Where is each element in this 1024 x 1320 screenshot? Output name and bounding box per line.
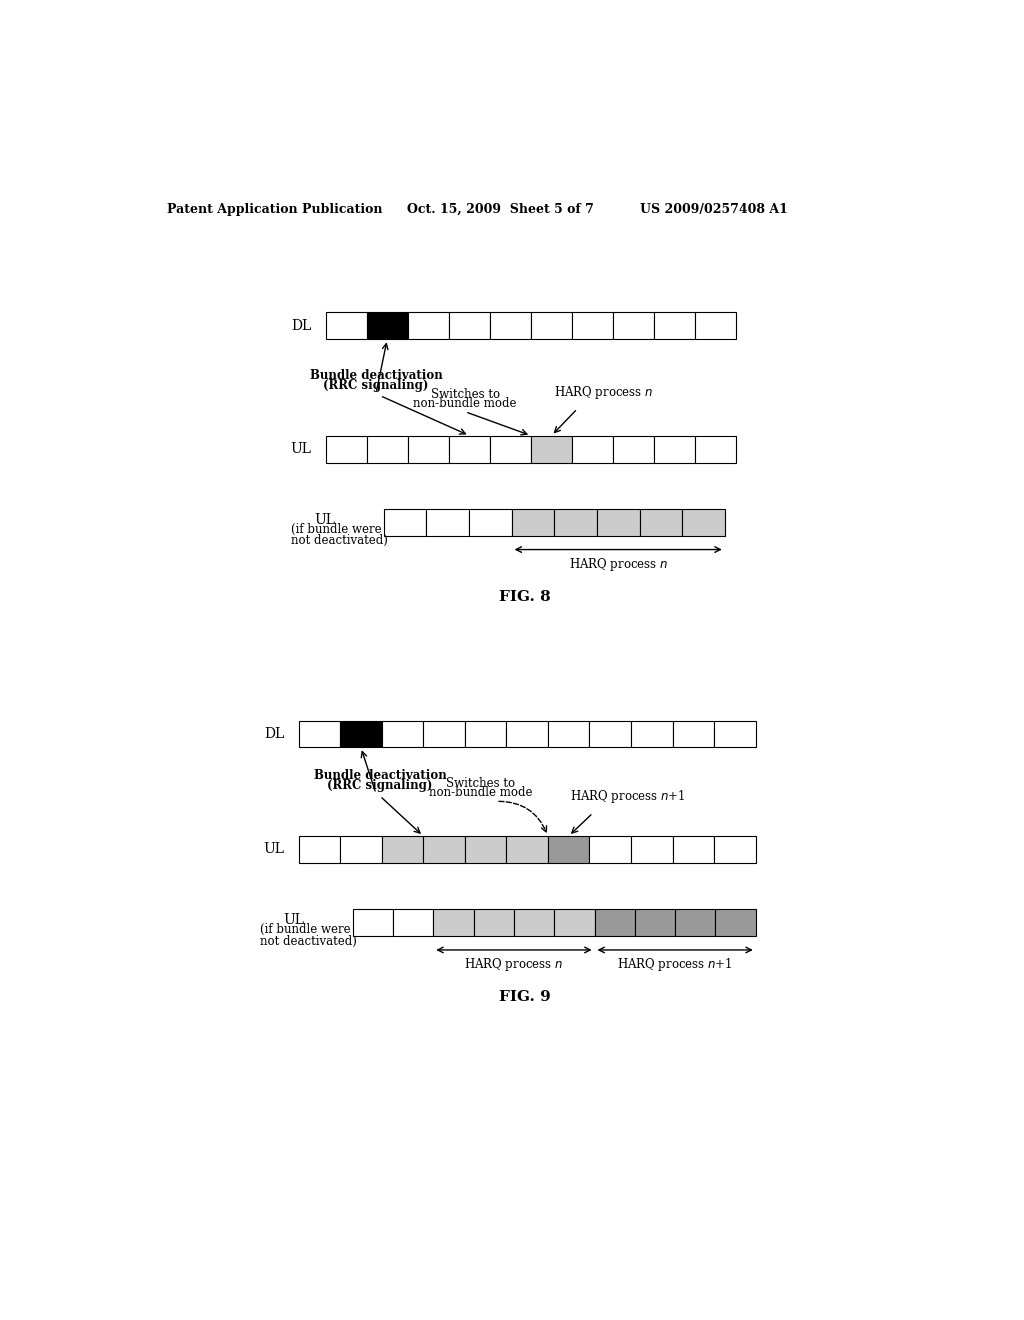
Bar xyxy=(384,508,426,536)
Bar xyxy=(393,909,433,936)
Text: not deactivated): not deactivated) xyxy=(260,935,356,948)
Bar xyxy=(469,508,512,536)
Bar xyxy=(408,436,449,462)
Bar xyxy=(426,508,469,536)
Bar xyxy=(682,508,725,536)
Bar xyxy=(326,313,367,339)
Text: (if bundle were: (if bundle were xyxy=(260,923,350,936)
Bar xyxy=(433,909,474,936)
Bar xyxy=(408,313,449,339)
Bar xyxy=(465,721,506,747)
Text: DL: DL xyxy=(292,319,311,333)
Bar xyxy=(613,313,654,339)
Text: (RRC signaling): (RRC signaling) xyxy=(324,379,429,392)
Text: HARQ process $n$: HARQ process $n$ xyxy=(464,956,563,973)
Bar xyxy=(449,313,489,339)
Bar xyxy=(531,436,572,462)
Text: Patent Application Publication: Patent Application Publication xyxy=(167,203,382,216)
Bar xyxy=(382,721,423,747)
Text: Oct. 15, 2009  Sheet 5 of 7: Oct. 15, 2009 Sheet 5 of 7 xyxy=(407,203,594,216)
Bar xyxy=(597,508,640,536)
Bar xyxy=(572,436,613,462)
Bar xyxy=(423,836,465,863)
Text: Switches to: Switches to xyxy=(430,388,500,401)
Bar xyxy=(635,909,675,936)
Bar xyxy=(367,313,408,339)
Text: UL: UL xyxy=(283,913,304,927)
Bar xyxy=(382,836,423,863)
Bar xyxy=(326,436,367,462)
Text: Switches to: Switches to xyxy=(446,776,515,789)
Text: DL: DL xyxy=(264,727,285,741)
Bar xyxy=(352,909,393,936)
Text: Bundle deactivation: Bundle deactivation xyxy=(309,368,442,381)
Text: UL: UL xyxy=(314,512,335,527)
Text: (RRC signaling): (RRC signaling) xyxy=(328,779,432,792)
Bar xyxy=(465,836,506,863)
Bar xyxy=(640,508,682,536)
Bar xyxy=(631,836,673,863)
Text: non-bundle mode: non-bundle mode xyxy=(414,397,517,411)
Bar xyxy=(654,436,695,462)
Bar xyxy=(554,909,595,936)
Text: FIG. 9: FIG. 9 xyxy=(499,990,551,1005)
Bar xyxy=(613,436,654,462)
Text: (if bundle were: (if bundle were xyxy=(291,523,381,536)
Text: UL: UL xyxy=(263,842,285,857)
Bar xyxy=(367,436,408,462)
Bar xyxy=(590,836,631,863)
Bar xyxy=(449,436,489,462)
Text: non-bundle mode: non-bundle mode xyxy=(429,785,532,799)
Bar xyxy=(716,909,756,936)
Bar xyxy=(673,721,714,747)
Bar xyxy=(548,721,590,747)
Bar xyxy=(654,313,695,339)
Bar xyxy=(531,313,572,339)
Bar xyxy=(489,436,531,462)
Bar xyxy=(474,909,514,936)
Text: not deactivated): not deactivated) xyxy=(291,535,388,548)
Bar xyxy=(554,508,597,536)
Bar xyxy=(695,313,736,339)
Bar xyxy=(506,836,548,863)
Bar xyxy=(548,836,590,863)
Text: UL: UL xyxy=(291,442,311,457)
Text: HARQ process $n$: HARQ process $n$ xyxy=(554,384,653,401)
Bar xyxy=(695,436,736,462)
Text: HARQ process $n$: HARQ process $n$ xyxy=(568,556,668,573)
Text: HARQ process $n$+1: HARQ process $n$+1 xyxy=(617,956,733,973)
Bar xyxy=(714,836,756,863)
Bar xyxy=(572,313,613,339)
Bar xyxy=(489,313,531,339)
Bar xyxy=(514,909,554,936)
Text: FIG. 8: FIG. 8 xyxy=(499,590,551,603)
Bar xyxy=(631,721,673,747)
Bar xyxy=(590,721,631,747)
Bar xyxy=(675,909,716,936)
Text: Bundle deactivation: Bundle deactivation xyxy=(313,770,446,781)
Bar xyxy=(340,721,382,747)
Bar xyxy=(340,836,382,863)
Bar xyxy=(299,836,340,863)
Bar xyxy=(673,836,714,863)
Text: HARQ process $n$+1: HARQ process $n$+1 xyxy=(569,788,685,805)
Bar xyxy=(595,909,635,936)
Bar xyxy=(714,721,756,747)
Bar xyxy=(512,508,554,536)
Bar xyxy=(423,721,465,747)
Text: US 2009/0257408 A1: US 2009/0257408 A1 xyxy=(640,203,787,216)
Bar xyxy=(299,721,340,747)
Bar xyxy=(506,721,548,747)
